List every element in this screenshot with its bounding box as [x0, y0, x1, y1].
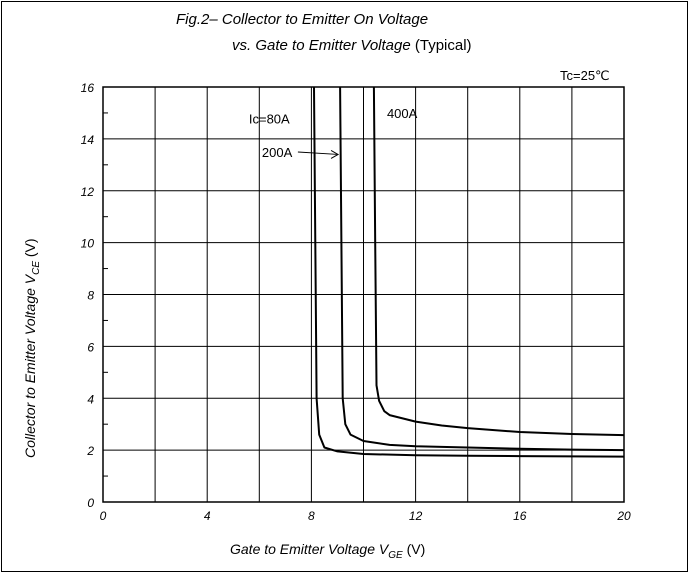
y-tick-label: 16 — [81, 81, 95, 95]
y-tick-label: 2 — [86, 444, 94, 458]
chart-title-typical: (Typical) — [414, 37, 472, 54]
arrow-head — [330, 150, 340, 159]
chart-title-line2-text: vs. Gate to Emitter Voltage — [232, 37, 411, 54]
x-axis-label-sub: GE — [388, 549, 403, 561]
x-axis-unit: (V) — [402, 541, 426, 557]
curves — [313, 86, 625, 458]
grid-lines — [103, 87, 624, 502]
y-tick-label: 10 — [81, 237, 95, 251]
y-axis-unit: (V) — [22, 238, 38, 261]
temperature-condition: Tc=25℃ — [560, 68, 610, 83]
curve-label: 400A — [387, 106, 418, 121]
y-axis-label-text: Collector to Emitter Voltage V — [22, 274, 38, 458]
y-tick-label: 8 — [87, 289, 94, 303]
y-axis-label: Collector to Emitter Voltage VCE (V) — [22, 238, 42, 458]
y-tick-label: 12 — [81, 185, 95, 199]
curve-ic-80a — [313, 86, 625, 458]
arrow-line — [297, 151, 339, 155]
y-axis-label-sub: CE — [30, 260, 42, 275]
curve-400a — [372, 86, 625, 437]
y-tick-label: 0 — [87, 496, 94, 510]
y-tick-label: 6 — [87, 340, 94, 354]
x-tick-label: 20 — [616, 509, 631, 523]
annotations: Ic=80A 200A 400A — [249, 106, 418, 160]
x-tick-label: 0 — [100, 509, 107, 523]
x-axis-label: Gate to Emitter Voltage VGE (V) — [230, 542, 425, 561]
y-tick-label: 14 — [81, 133, 95, 147]
x-tick-label: 16 — [513, 509, 527, 523]
curve-label: 200A — [262, 145, 293, 160]
plot-area-border — [102, 86, 625, 503]
y-tick-label: 4 — [87, 392, 94, 406]
x-tick-label: 4 — [204, 509, 211, 523]
x-axis-label-text: Gate to Emitter Voltage V — [230, 541, 389, 557]
x-tick-label: 12 — [409, 509, 423, 523]
curve-200a — [339, 86, 625, 452]
x-tick-label: 8 — [308, 509, 315, 523]
curve-label: Ic=80A — [249, 111, 290, 126]
tick-labels: 0 4 8 12 16 20 0 2 4 6 8 10 12 14 16 — [81, 81, 631, 523]
chart-title-line2: vs. Gate to Emitter Voltage (Typical) — [232, 38, 472, 53]
chart-title-line1: Fig.2– Collector to Emitter On Voltage — [176, 11, 429, 28]
